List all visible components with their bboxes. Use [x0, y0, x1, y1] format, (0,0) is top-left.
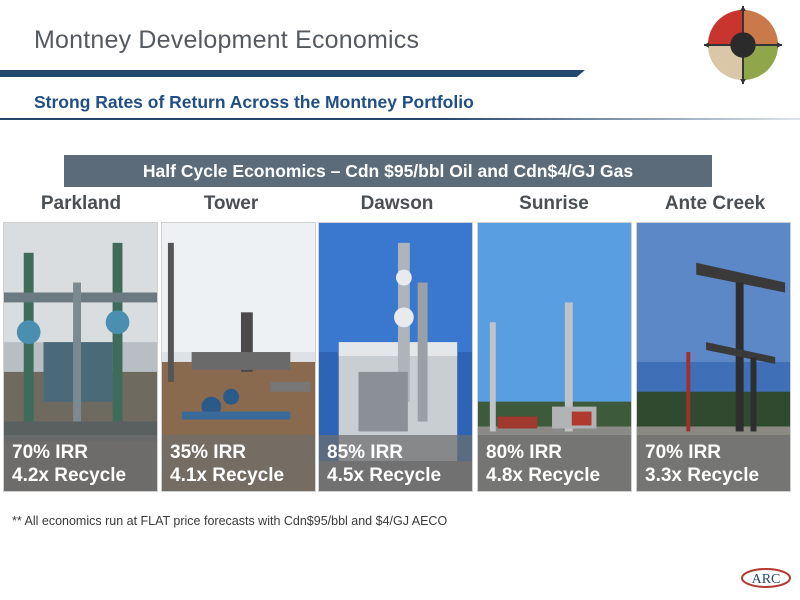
photo-parkland: 70% IRR 4.2x Recycle: [3, 222, 158, 492]
recycle-value: 4.1x Recycle: [170, 465, 285, 486]
stat-overlay-dawson: 85% IRR 4.5x Recycle: [319, 435, 472, 491]
page-title: Montney Development Economics: [34, 26, 420, 54]
recycle-value: 4.5x Recycle: [327, 465, 442, 486]
photo-sunrise: 80% IRR 4.8x Recycle: [477, 222, 632, 492]
photo-ante-creek: 70% IRR 3.3x Recycle: [636, 222, 791, 492]
stat-overlay-parkland: 70% IRR 4.2x Recycle: [4, 435, 157, 491]
irr-value: 35% IRR: [170, 442, 247, 463]
stat-overlay-tower: 35% IRR 4.1x Recycle: [162, 435, 315, 491]
arc-logo-icon: ARC: [741, 568, 791, 588]
recycle-value: 4.2x Recycle: [12, 465, 127, 486]
title-rule: [0, 70, 585, 77]
irr-value: 70% IRR: [12, 442, 89, 463]
irr-value: 80% IRR: [486, 442, 563, 463]
column-heading-sunrise: Sunrise: [519, 193, 589, 214]
stat-overlay-ante-creek: 70% IRR 3.3x Recycle: [637, 435, 790, 491]
photo-tower: 35% IRR 4.1x Recycle: [161, 222, 316, 492]
strategy-wheel-icon: [704, 6, 782, 84]
column-heading-dawson: Dawson: [360, 193, 434, 214]
recycle-value: 3.3x Recycle: [645, 465, 760, 486]
column-heading-tower: Tower: [203, 193, 259, 214]
subtitle-rule: [0, 118, 800, 120]
page-subtitle: Strong Rates of Return Across the Montne…: [34, 92, 474, 112]
column-heading-ante-creek: Ante Creek: [664, 193, 766, 214]
irr-value: 85% IRR: [327, 442, 404, 463]
wellhead-image: [4, 223, 157, 491]
footnote: ** All economics run at FLAT price forec…: [12, 514, 448, 528]
photo-dawson: 85% IRR 4.5x Recycle: [318, 222, 473, 492]
irr-value: 70% IRR: [645, 442, 722, 463]
recycle-value: 4.8x Recycle: [486, 465, 601, 486]
economics-banner: Half Cycle Economics – Cdn $95/bbl Oil a…: [64, 155, 712, 187]
stat-overlay-sunrise: 80% IRR 4.8x Recycle: [478, 435, 631, 491]
logo-text: ARC: [752, 572, 781, 587]
column-heading-parkland: Parkland: [40, 193, 122, 214]
